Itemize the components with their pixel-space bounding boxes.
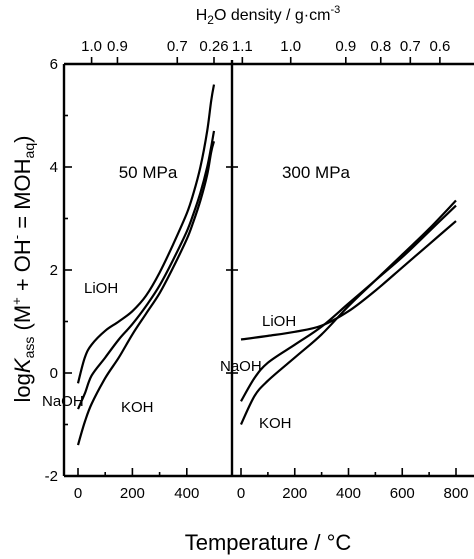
series-label-koh: KOH — [259, 415, 292, 432]
y-tick-label: 0 — [50, 365, 58, 382]
top-tick-label: 0.7 — [400, 38, 421, 55]
x-tick-label: 0 — [74, 485, 82, 502]
series-line-lioh — [240, 220, 457, 341]
top-tick-label: 0.9 — [335, 38, 356, 55]
x-tick-label: 200 — [282, 485, 307, 502]
panel-title: 50 MPa — [119, 163, 178, 182]
x-tick-label: 200 — [120, 485, 145, 502]
top-tick-label: 0.26 — [199, 38, 228, 55]
top-tick-label: 1.0 — [280, 38, 301, 55]
top-tick-label: 1.1 — [232, 38, 253, 55]
y-tick-label: 6 — [50, 56, 58, 73]
top-tick-label: 0.6 — [429, 38, 450, 55]
series-line-naoh — [240, 204, 457, 402]
x-tick-label: 600 — [390, 485, 415, 502]
x-tick-label: 0 — [237, 485, 245, 502]
x-tick-label: 400 — [174, 485, 199, 502]
series-label-lioh: LiOH — [262, 313, 296, 330]
series-line-naoh — [76, 130, 216, 410]
x-tick-label: 800 — [443, 485, 468, 502]
top-tick-label: 0.7 — [167, 38, 188, 55]
series-label-naoh: NaOH — [220, 358, 262, 375]
series-label-naoh: NaOH — [42, 393, 84, 410]
x-axis-label: Temperature / °C — [185, 530, 352, 555]
series-line-lioh — [76, 84, 216, 384]
series-line-koh — [240, 199, 457, 425]
series-label-koh: KOH — [121, 399, 154, 416]
top-tick-label: 0.9 — [107, 38, 128, 55]
y-tick-label: 4 — [50, 159, 58, 176]
top-tick-label: 1.0 — [81, 38, 102, 55]
top-axis-label: H2O density / g·cm-3 — [196, 4, 341, 27]
y-tick-label: 2 — [50, 262, 58, 279]
series-line-koh — [76, 140, 216, 446]
top-tick-label: 0.8 — [370, 38, 391, 55]
panel-title: 300 MPa — [282, 163, 351, 182]
y-tick-label: -2 — [45, 468, 58, 485]
y-axis-label: logKass (M+ + OH- = MOHaq) — [9, 136, 37, 403]
series-label-lioh: LiOH — [84, 280, 118, 297]
x-tick-label: 400 — [336, 485, 361, 502]
